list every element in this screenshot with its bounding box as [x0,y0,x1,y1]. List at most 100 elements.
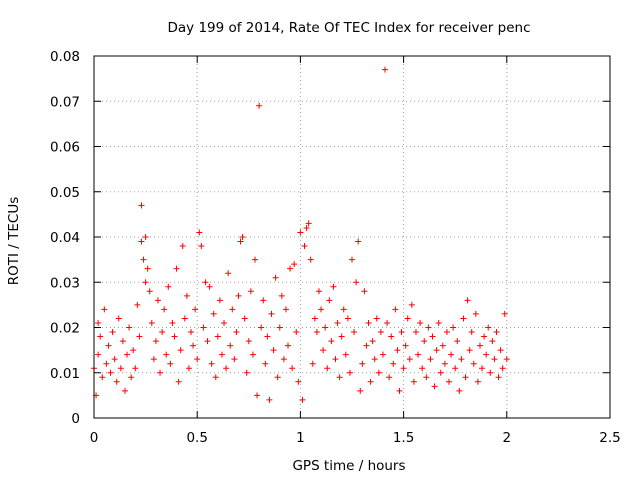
data-point [177,347,184,354]
data-point [264,333,271,340]
data-point [497,347,504,354]
data-point [373,315,380,322]
data-point [216,297,223,304]
data-point [483,351,490,358]
data-point [503,356,510,363]
data-point [179,243,186,250]
data-point [225,270,232,277]
data-point [111,356,118,363]
data-point [124,351,131,358]
data-point [394,347,401,354]
data-point [336,374,343,381]
data-point [307,256,314,263]
data-point [326,297,333,304]
data-point [487,369,494,376]
data-point [140,256,147,263]
data-point [404,315,411,322]
chart-title: Day 199 of 2014, Rate Of TEC Index for r… [168,20,531,36]
data-point [485,324,492,331]
x-tick-label: 2 [503,430,512,446]
data-point [448,351,455,358]
data-point [272,274,279,281]
data-point [245,338,252,345]
data-point [190,342,197,349]
data-point [188,329,195,336]
grid [94,56,610,418]
data-point [491,356,498,363]
data-point [194,356,201,363]
data-point [481,333,488,340]
data-point [406,356,413,363]
data-point [243,369,250,376]
data-point [361,288,368,295]
data-point [95,319,102,326]
data-point [285,342,292,349]
data-point [417,319,424,326]
data-point [293,329,300,336]
data-point [175,378,182,385]
data-point [340,306,347,313]
y-tick-label: 0.08 [50,49,80,65]
data-point [384,319,391,326]
x-axis-label: GPS time / hours [292,458,405,474]
data-point [446,378,453,385]
data-point [410,378,417,385]
data-point [295,378,302,385]
data-point [470,360,477,367]
data-point [320,347,327,354]
data-point [210,310,217,317]
data-point [202,279,209,286]
data-point [309,360,316,367]
data-point [136,333,143,340]
data-point [144,265,151,272]
data-point [157,369,164,376]
data-point [367,378,374,385]
data-point [437,369,444,376]
data-point [474,378,481,385]
data-point [305,220,312,227]
x-tick-label: 0 [90,430,99,446]
data-point [262,360,269,367]
data-point [183,292,190,299]
data-point [425,324,432,331]
data-point [171,333,178,340]
y-axis-label: ROTI / TECUs [6,197,22,285]
x-tick-label: 2.5 [599,430,620,446]
data-point [204,338,211,345]
data-point [322,324,329,331]
data-point [99,374,106,381]
data-point [479,365,486,372]
data-point [196,229,203,236]
data-point [254,392,261,399]
data-point [365,319,372,326]
data-point [278,292,285,299]
data-point [357,387,364,394]
tick-labels: 0 0.01 0.02 0.03 0.04 0.05 0.06 0.07 0.08 0 0.5 1 1.… [50,49,621,446]
data-point [291,261,298,268]
data-point [128,374,135,381]
data-point [282,306,289,313]
data-point [185,365,192,372]
data-point [462,374,469,381]
data-point [495,374,502,381]
data-point [287,265,294,272]
data-point [260,297,267,304]
data-point [105,342,112,349]
data-point [431,383,438,390]
data-point [146,288,153,295]
data-point [450,324,457,331]
data-point [392,306,399,313]
data-point [359,360,366,367]
data-point [154,297,161,304]
data-point [396,387,403,394]
data-point [249,351,256,358]
data-point [351,329,358,336]
data-point [161,306,168,313]
data-point [229,306,236,313]
data-point [472,310,479,317]
data-point [235,292,242,299]
data-point [223,365,230,372]
data-point [109,329,116,336]
y-tick-label: 0.01 [50,366,80,382]
